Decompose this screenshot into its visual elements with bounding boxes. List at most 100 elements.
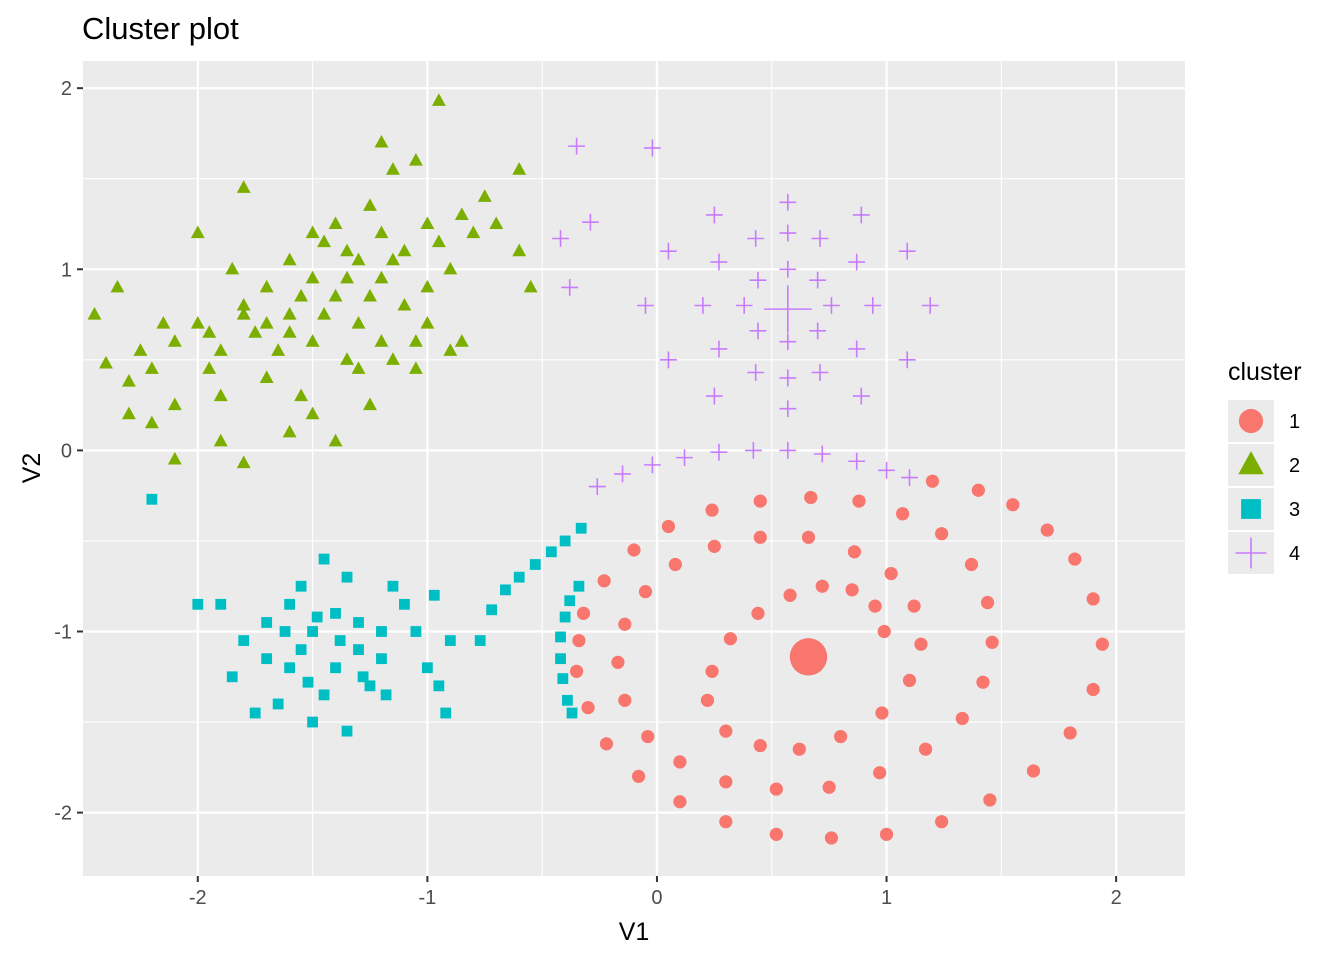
point-cluster-3	[261, 617, 273, 628]
point-cluster-4	[852, 206, 870, 224]
point-cluster-1	[769, 827, 783, 841]
point-cluster-2	[431, 234, 446, 248]
point-cluster-1	[618, 693, 632, 707]
point-cluster-3	[341, 725, 353, 737]
point-cluster-4	[710, 443, 728, 461]
x-tick-label: 2	[1111, 887, 1122, 909]
point-cluster-2	[202, 361, 217, 374]
point-cluster-3	[529, 559, 541, 570]
point-cluster-1	[935, 527, 949, 541]
point-cluster-1	[983, 793, 997, 807]
point-cluster-3	[318, 553, 330, 565]
x-axis-title: V1	[619, 918, 650, 946]
point-cluster-3	[261, 653, 273, 665]
point-cluster-1	[581, 700, 595, 715]
point-cluster-3	[330, 662, 341, 674]
point-cluster-2	[317, 306, 331, 320]
point-cluster-1	[804, 490, 818, 505]
point-cluster-3	[387, 580, 399, 592]
point-cluster-4	[676, 449, 693, 467]
point-cluster-1	[955, 711, 969, 726]
point-cluster-1	[751, 606, 765, 620]
point-cluster-3	[284, 598, 296, 610]
point-cluster-2	[374, 225, 389, 239]
point-cluster-4	[588, 478, 606, 496]
point-cluster-2	[121, 406, 136, 420]
point-cluster-2	[110, 279, 125, 293]
point-cluster-1	[599, 737, 614, 751]
y-tick-label: -1	[54, 622, 72, 644]
point-cluster-4	[809, 271, 827, 289]
point-cluster-3	[302, 676, 314, 688]
point-cluster-3	[353, 644, 364, 656]
point-cluster-3	[364, 680, 376, 692]
point-cluster-1	[1026, 764, 1041, 778]
x-tick-label: -2	[189, 887, 207, 909]
point-cluster-3	[238, 635, 250, 646]
point-cluster-1	[597, 574, 611, 588]
point-cluster-1	[985, 635, 999, 649]
point-cluster-3	[353, 617, 364, 628]
point-cluster-1	[925, 474, 940, 488]
point-cluster-1	[700, 693, 715, 707]
point-cluster-3	[399, 598, 410, 610]
point-cluster-2	[305, 406, 320, 420]
point-cluster-1	[1040, 523, 1054, 537]
point-cluster-2	[294, 288, 309, 302]
point-cluster-2	[236, 297, 251, 311]
point-cluster-1	[611, 655, 625, 669]
point-cluster-1	[705, 664, 719, 678]
point-cluster-1	[877, 624, 891, 639]
point-cluster-3	[284, 662, 296, 674]
point-cluster-1	[641, 729, 655, 744]
point-cluster-1	[723, 632, 738, 646]
point-cluster-1	[971, 483, 985, 497]
point-cluster-1	[668, 557, 682, 572]
point-cluster-4	[848, 452, 866, 470]
point-cluster-2	[420, 316, 435, 329]
point-cluster-1	[627, 543, 641, 557]
point-cluster-4	[864, 297, 882, 314]
point-cluster-3	[559, 535, 571, 547]
point-cluster-1	[1006, 498, 1020, 512]
point-cluster-3	[357, 671, 369, 683]
point-cluster-4	[779, 224, 797, 242]
x-axis-ticks: -2 -1 0 1 2	[189, 876, 1122, 909]
point-cluster-1	[1086, 592, 1100, 606]
point-cluster-1	[753, 494, 767, 508]
point-cluster-3	[380, 689, 392, 701]
point-cluster-1	[868, 599, 882, 613]
point-cluster-4	[637, 297, 654, 314]
point-cluster-1	[673, 755, 687, 769]
point-cluster-4	[747, 230, 765, 247]
point-cluster-2	[213, 433, 228, 447]
point-cluster-1	[576, 606, 591, 620]
point-cluster-2	[512, 243, 527, 257]
point-cluster-2	[363, 397, 377, 411]
point-cluster-4	[779, 193, 797, 211]
point-cluster-2	[236, 455, 251, 469]
point-cluster-4	[848, 340, 866, 358]
point-cluster-3	[575, 522, 587, 534]
point-cluster-2	[374, 270, 389, 284]
point-cluster-3	[474, 635, 486, 646]
point-cluster-1	[719, 724, 733, 738]
series-cluster-1	[570, 474, 1109, 845]
point-cluster-3	[500, 584, 511, 596]
point-cluster-4	[921, 297, 939, 314]
x-tick-label: 1	[881, 887, 892, 909]
point-cluster-3	[192, 598, 204, 610]
point-cluster-4	[552, 230, 569, 247]
y-tick-label: 0	[61, 440, 72, 462]
legend-key-cluster-2	[1238, 451, 1264, 475]
point-cluster-3	[146, 493, 158, 505]
point-cluster-4	[705, 206, 723, 224]
point-cluster-2	[99, 355, 113, 369]
point-cluster-4	[705, 387, 723, 405]
point-cluster-1	[964, 557, 979, 572]
point-cluster-3	[486, 604, 498, 616]
point-cluster-3	[513, 571, 525, 583]
point-cluster-2	[305, 270, 320, 284]
legend-label-cluster-2: 2	[1289, 455, 1300, 477]
point-cluster-2	[328, 288, 343, 302]
